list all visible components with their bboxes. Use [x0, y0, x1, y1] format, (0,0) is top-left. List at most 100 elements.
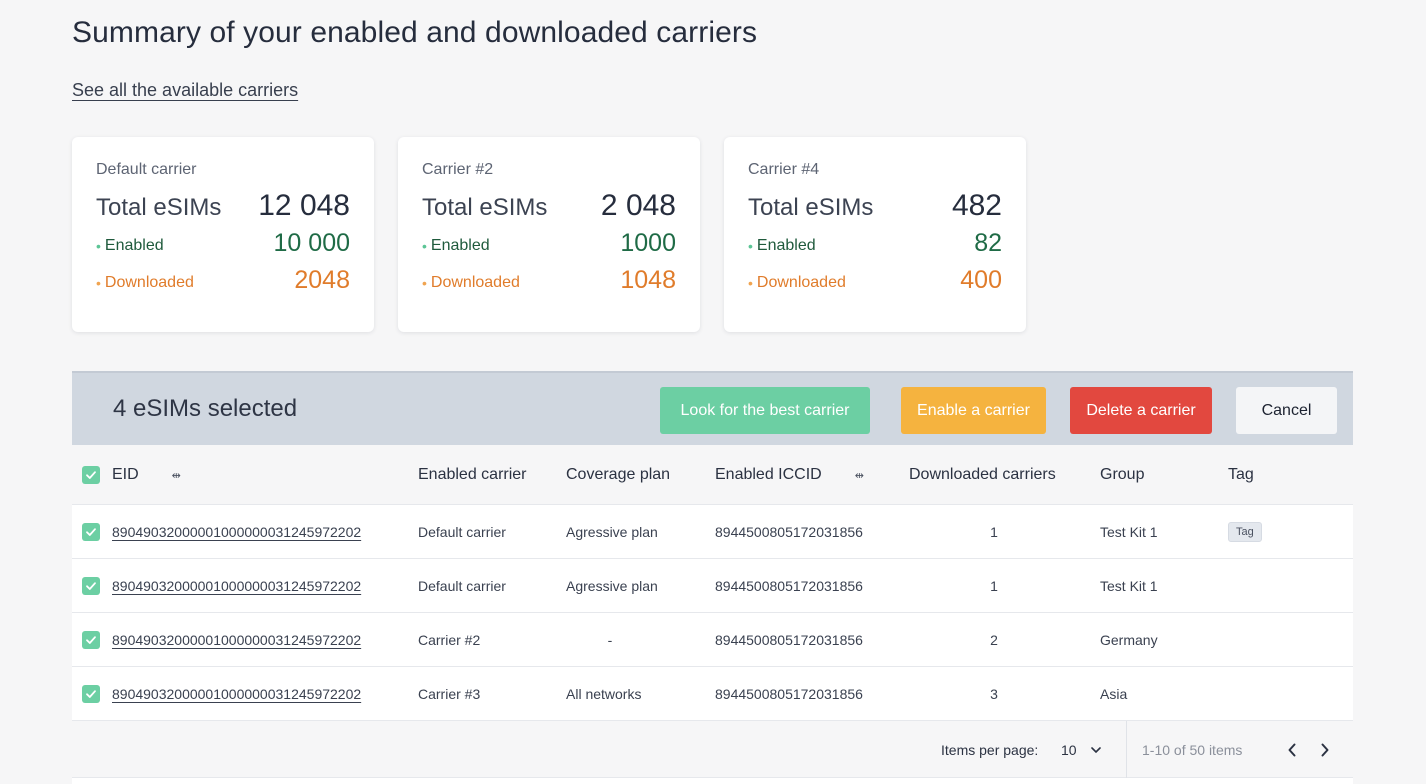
column-header-enabled-iccid[interactable]: Enabled ICCID	[715, 466, 822, 483]
dot-icon: •	[748, 275, 753, 291]
chevron-left-icon	[1288, 743, 1296, 756]
cell-group: Germany	[1100, 632, 1158, 648]
cell-iccid: 8944500805172031856	[715, 524, 863, 540]
table-header: EID ⇹ Enabled carrier Coverage plan Enab…	[72, 445, 1353, 505]
cell-enabled-carrier: Carrier #3	[418, 686, 481, 702]
next-page-button[interactable]	[1319, 721, 1331, 778]
select-all-checkbox[interactable]	[82, 466, 100, 484]
column-header-coverage-plan[interactable]: Coverage plan	[566, 466, 671, 483]
dot-icon: •	[748, 238, 753, 254]
cell-downloaded-carriers: 3	[990, 686, 998, 702]
check-icon	[86, 528, 96, 536]
eid-link[interactable]: 89049032000001000000031245972202	[112, 578, 362, 594]
items-per-page-label: Items per page:	[941, 741, 1039, 758]
table-row[interactable]: 89049032000001000000031245972202 Default…	[72, 559, 1353, 613]
card-enabled-label: Enabled	[104, 237, 164, 254]
row-checkbox[interactable]	[82, 631, 100, 649]
divider	[1126, 721, 1127, 778]
check-icon	[86, 690, 96, 698]
cell-group: Test Kit 1	[1100, 524, 1158, 540]
cell-coverage-plan: Agressive plan	[566, 524, 658, 540]
cell-iccid: 8944500805172031856	[715, 686, 863, 702]
card-enabled-value: 82	[974, 229, 1002, 257]
enable-carrier-button[interactable]: Enable a carrier	[901, 387, 1046, 434]
check-icon	[86, 471, 96, 479]
cell-downloaded-carriers: 1	[990, 524, 998, 540]
carrier-card: Carrier #2 Total eSIMs 2 048 • Enabled 10…	[398, 137, 700, 332]
cell-downloaded-carriers: 1	[990, 578, 998, 594]
table-row[interactable]: 89049032000001000000031245972202 Carrier…	[72, 613, 1353, 667]
card-enabled-label: Enabled	[430, 237, 490, 254]
pagination-range: 1-10 of 50 items	[1142, 741, 1243, 758]
card-total-label: Total eSIMs	[96, 194, 222, 221]
check-icon	[86, 636, 96, 644]
card-enabled-label: Enabled	[756, 237, 816, 254]
column-header-enabled-carrier[interactable]: Enabled carrier	[418, 466, 527, 483]
cell-enabled-carrier: Carrier #2	[418, 632, 481, 648]
dot-icon: •	[96, 275, 101, 291]
column-resize-icon[interactable]: ⇹	[854, 469, 864, 482]
card-downloaded-label: Downloaded	[430, 274, 520, 291]
cell-coverage-plan: Agressive plan	[566, 578, 658, 594]
items-per-page-value: 10	[1061, 741, 1077, 758]
dot-icon: •	[422, 238, 427, 254]
selection-count: 4 eSIMs selected	[113, 395, 298, 422]
card-downloaded-value: 1048	[620, 266, 676, 294]
chevron-down-icon	[1090, 746, 1101, 753]
row-checkbox[interactable]	[82, 523, 100, 541]
selection-bar: 4 eSIMs selected Look for the best carri…	[72, 371, 1353, 445]
prev-page-button[interactable]	[1286, 721, 1298, 778]
page-title: Summary of your enabled and downloaded c…	[72, 16, 758, 49]
cell-group: Asia	[1100, 686, 1128, 702]
see-all-carriers-link[interactable]: See all the available carriers	[72, 80, 299, 100]
eid-link[interactable]: 89049032000001000000031245972202	[112, 632, 362, 648]
column-header-downloaded-carriers[interactable]: Downloaded carriers	[909, 466, 1056, 483]
card-downloaded-label: Downloaded	[756, 274, 846, 291]
card-downloaded-label: Downloaded	[104, 274, 194, 291]
cancel-button[interactable]: Cancel	[1236, 387, 1337, 434]
delete-carrier-button[interactable]: Delete a carrier	[1070, 387, 1212, 434]
card-total-label: Total eSIMs	[748, 194, 874, 221]
cell-iccid: 8944500805172031856	[715, 632, 863, 648]
eid-link[interactable]: 89049032000001000000031245972202	[112, 686, 362, 702]
column-resize-icon[interactable]: ⇹	[171, 469, 181, 482]
esim-table: 4 eSIMs selected Look for the best carri…	[72, 371, 1353, 784]
card-enabled-value: 1000	[620, 229, 676, 257]
column-header-tag[interactable]: Tag	[1228, 466, 1254, 483]
dot-icon: •	[422, 275, 427, 291]
carrier-card: Default carrier Total eSIMs 12 048 • Enab…	[72, 137, 374, 332]
pagination-bar: Items per page: 10 1-10 of 50 items	[72, 721, 1353, 778]
card-carrier-name: Carrier #2	[422, 161, 494, 178]
tag-badge: Tag	[1228, 522, 1262, 542]
table-row[interactable]: 89049032000001000000031245972202 Carrier…	[72, 667, 1353, 721]
card-total-label: Total eSIMs	[422, 194, 548, 221]
card-enabled-value: 10 000	[273, 229, 350, 257]
cell-downloaded-carriers: 2	[990, 632, 998, 648]
row-checkbox[interactable]	[82, 685, 100, 703]
card-carrier-name: Default carrier	[96, 161, 197, 178]
cell-iccid: 8944500805172031856	[715, 578, 863, 594]
column-header-eid[interactable]: EID	[112, 466, 139, 483]
chevron-right-icon	[1321, 743, 1329, 756]
card-total-value: 482	[951, 189, 1002, 222]
cell-coverage-plan: All networks	[566, 686, 642, 702]
cell-enabled-carrier: Default carrier	[418, 578, 506, 594]
card-total-value: 12 048	[258, 189, 350, 222]
eid-link[interactable]: 89049032000001000000031245972202	[112, 524, 362, 540]
items-per-page-select[interactable]: 10	[1061, 721, 1101, 778]
cell-group: Test Kit 1	[1100, 578, 1158, 594]
table-row[interactable]: 89049032000001000000031245972202 Default…	[72, 505, 1353, 559]
column-header-group[interactable]: Group	[1100, 466, 1145, 483]
card-total-value: 2 048	[600, 189, 676, 222]
card-carrier-name: Carrier #4	[748, 161, 820, 178]
dot-icon: •	[96, 238, 101, 254]
look-best-carrier-button[interactable]: Look for the best carrier	[660, 387, 870, 434]
carrier-card: Carrier #4 Total eSIMs 482 • Enabled 82 •…	[724, 137, 1026, 332]
card-downloaded-value: 2048	[294, 266, 350, 294]
card-downloaded-value: 400	[960, 266, 1002, 294]
cell-enabled-carrier: Default carrier	[418, 524, 506, 540]
carrier-cards: Default carrier Total eSIMs 12 048 • Enab…	[72, 137, 1026, 332]
check-icon	[86, 582, 96, 590]
row-checkbox[interactable]	[82, 577, 100, 595]
cell-coverage-plan: -	[607, 632, 613, 648]
